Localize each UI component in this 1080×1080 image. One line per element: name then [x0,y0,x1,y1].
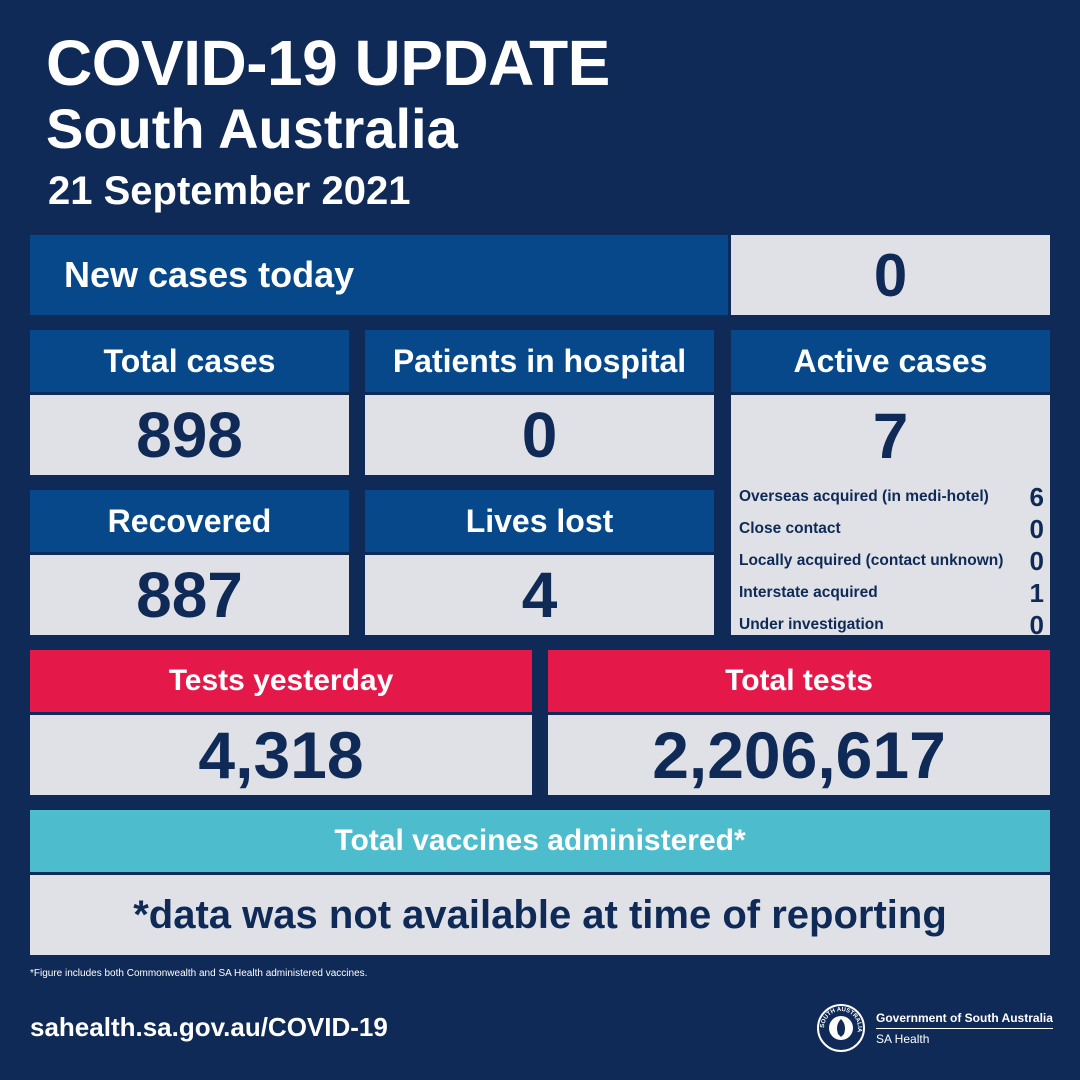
report-date: 21 September 2021 [48,169,411,213]
breakdown-label: Interstate acquired [739,584,878,601]
total-tests-value: 2,206,617 [548,715,1050,795]
government-name: Government of South Australia [876,1011,1053,1029]
breakdown-label: Locally acquired (contact unknown) [739,552,1004,569]
breakdown-row: Interstate acquired 1 [739,577,1044,609]
breakdown-value: 6 [1029,481,1044,512]
breakdown-label: Close contact [739,520,841,537]
new-cases-label: New cases today [30,235,728,315]
recovered-label: Recovered [30,490,349,552]
footnote: *Figure includes both Commonwealth and S… [30,968,368,979]
hospital-label: Patients in hospital [365,330,714,392]
lives-lost-label: Lives lost [365,490,714,552]
total-cases-value: 898 [30,395,349,475]
active-cases-value: 7 [731,395,1050,477]
breakdown-label: Under investigation [739,616,884,633]
breakdown-row: Close contact 0 [739,513,1044,545]
breakdown-row: Overseas acquired (in medi-hotel) 6 [739,481,1044,513]
breakdown-row: Locally acquired (contact unknown) 0 [739,545,1044,577]
page-title: COVID-19 UPDATE [46,27,610,99]
website-url[interactable]: sahealth.sa.gov.au/COVID-19 [30,1012,388,1042]
active-cases-breakdown: Overseas acquired (in medi-hotel) 6 Clos… [731,477,1050,640]
recovered-value: 887 [30,555,349,635]
breakdown-value: 0 [1029,609,1044,640]
vaccines-note: *data was not available at time of repor… [30,875,1050,955]
breakdown-value: 0 [1029,545,1044,576]
breakdown-value: 0 [1029,513,1044,544]
new-cases-value: 0 [731,235,1050,315]
breakdown-label: Overseas acquired (in medi-hotel) [739,488,989,505]
breakdown-row: Under investigation 0 [739,609,1044,641]
lives-lost-value: 4 [365,555,714,635]
tests-yesterday-value: 4,318 [30,715,532,795]
sa-seal-icon: SOUTH AUSTRALIA [817,1004,865,1052]
page-subtitle: South Australia [46,97,458,160]
active-cases-label: Active cases [731,330,1050,392]
breakdown-value: 1 [1029,577,1044,608]
total-tests-label: Total tests [548,650,1050,712]
department-name: SA Health [876,1031,930,1046]
tests-yesterday-label: Tests yesterday [30,650,532,712]
vaccines-label: Total vaccines administered* [30,810,1050,872]
government-logo: SOUTH AUSTRALIA Government of South Aust… [816,1000,1056,1056]
government-text: Government of South Australia SA Health [876,1011,1053,1046]
hospital-value: 0 [365,395,714,475]
total-cases-label: Total cases [30,330,349,392]
